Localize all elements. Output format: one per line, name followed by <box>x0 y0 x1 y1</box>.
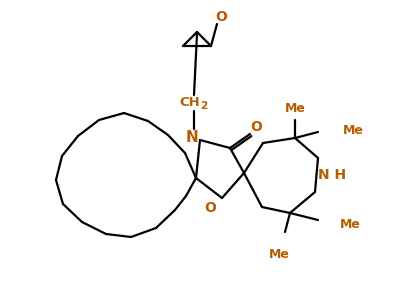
Text: N H: N H <box>318 168 346 182</box>
Text: O: O <box>250 120 262 134</box>
Text: Me: Me <box>285 102 305 115</box>
Text: O: O <box>215 10 227 24</box>
Text: Me: Me <box>343 124 363 136</box>
Text: CH: CH <box>179 96 200 109</box>
Text: O: O <box>204 201 216 215</box>
Text: N: N <box>186 131 198 145</box>
Text: Me: Me <box>339 218 360 231</box>
Text: Me: Me <box>268 248 289 261</box>
Text: 2: 2 <box>200 101 208 111</box>
